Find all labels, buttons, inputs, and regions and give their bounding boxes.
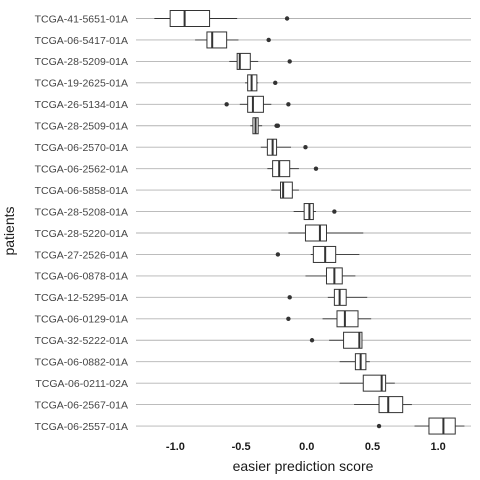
x-tick-label: -1.0 xyxy=(166,441,185,453)
outlier-point xyxy=(303,145,308,150)
box-iqr xyxy=(206,31,228,49)
outlier-point xyxy=(287,295,292,300)
x-axis-tick-labels: -1.0 -0.5 0.0 0.5 1.0 xyxy=(166,441,446,453)
outlier-point xyxy=(332,209,337,214)
box-iqr xyxy=(378,396,404,414)
y-tick-label: TCGA-26-5134-01A xyxy=(35,99,128,111)
y-tick-label: TCGA-06-2567-01A xyxy=(35,399,128,411)
box-TCGA-06-2557-01A xyxy=(376,417,465,435)
outlier-point xyxy=(313,166,319,171)
boxplot-series xyxy=(154,10,465,435)
box-TCGA-06-0211-02A xyxy=(339,374,395,392)
outlier-point xyxy=(266,37,271,43)
box-TCGA-06-2570-01A xyxy=(260,138,308,156)
outlier-point xyxy=(224,102,229,107)
outlier-point xyxy=(286,102,291,107)
box-iqr xyxy=(247,95,264,113)
box-iqr xyxy=(336,310,359,328)
box-TCGA-06-0882-01A xyxy=(339,353,370,371)
outlier-point xyxy=(275,252,281,257)
box-iqr xyxy=(280,181,293,199)
y-tick-label: TCGA-06-0878-01A xyxy=(35,271,128,283)
y-tick-label: TCGA-06-2557-01A xyxy=(35,421,128,433)
y-tick-label: TCGA-06-2570-01A xyxy=(35,142,128,154)
box-TCGA-06-5417-01A xyxy=(195,31,271,49)
y-tick-label: TCGA-28-5209-01A xyxy=(35,56,128,68)
y-tick-label: TCGA-28-5220-01A xyxy=(35,228,128,240)
box-TCGA-12-5295-01A xyxy=(287,288,368,306)
box-TCGA-06-2562-01A xyxy=(267,160,319,178)
outlier-point xyxy=(376,423,382,429)
x-tick-label: 0.5 xyxy=(365,441,380,453)
y-tick-label: TCGA-27-2526-01A xyxy=(35,249,128,261)
x-tick-label: 1.0 xyxy=(431,441,446,453)
y-tick-label: TCGA-06-0882-01A xyxy=(35,357,128,369)
box-iqr xyxy=(343,331,363,349)
x-tick-label: 0.0 xyxy=(299,441,314,453)
box-iqr xyxy=(362,374,387,392)
y-tick-label: TCGA-06-0129-01A xyxy=(35,314,128,326)
y-tick-label: TCGA-32-5222-01A xyxy=(35,335,128,347)
box-TCGA-26-5134-01A xyxy=(224,95,291,113)
outlier-point xyxy=(286,316,291,321)
y-axis-title: patients xyxy=(1,206,17,255)
y-axis-tick-labels: TCGA-41-5651-01A TCGA-06-5417-01A TCGA-28-… xyxy=(35,13,128,433)
box-TCGA-27-2526-01A xyxy=(275,245,360,263)
y-tick-label: TCGA-19-2625-01A xyxy=(35,78,128,90)
box-TCGA-06-2567-01A xyxy=(354,396,412,414)
box-TCGA-06-0878-01A xyxy=(305,267,356,285)
box-TCGA-32-5222-01A xyxy=(309,331,363,349)
box-iqr xyxy=(272,160,291,178)
outlier-point xyxy=(287,59,292,64)
box-TCGA-28-5220-01A xyxy=(288,224,364,242)
y-tick-label: TCGA-28-5208-01A xyxy=(35,206,128,218)
box-TCGA-06-0129-01A xyxy=(286,310,372,328)
outlier-point xyxy=(273,80,278,86)
y-tick-label: TCGA-06-5417-01A xyxy=(35,35,128,47)
box-TCGA-06-5858-01A xyxy=(271,181,299,199)
outlier-point xyxy=(309,338,315,343)
outlier-point xyxy=(275,123,281,128)
box-TCGA-41-5651-01A xyxy=(154,10,290,27)
x-axis-title: easier prediction score xyxy=(233,458,374,474)
outlier-point xyxy=(284,16,290,21)
box-TCGA-28-5208-01A xyxy=(293,203,337,221)
box-TCGA-28-2509-01A xyxy=(250,117,281,135)
y-tick-label: TCGA-06-5858-01A xyxy=(35,185,128,197)
gridlines xyxy=(136,18,471,427)
y-tick-label: TCGA-12-5295-01A xyxy=(35,292,128,304)
y-tick-label: TCGA-28-2509-01A xyxy=(35,121,128,133)
box-TCGA-28-5209-01A xyxy=(229,52,292,70)
x-tick-label: -0.5 xyxy=(232,441,251,453)
y-tick-label: TCGA-41-5651-01A xyxy=(35,13,128,25)
y-tick-label: TCGA-06-0211-02A xyxy=(35,378,128,390)
box-iqr xyxy=(169,10,211,27)
box-iqr xyxy=(304,224,327,242)
y-tick-label: TCGA-06-2562-01A xyxy=(35,163,128,175)
box-iqr xyxy=(428,417,456,435)
box-TCGA-19-2625-01A xyxy=(245,74,278,92)
